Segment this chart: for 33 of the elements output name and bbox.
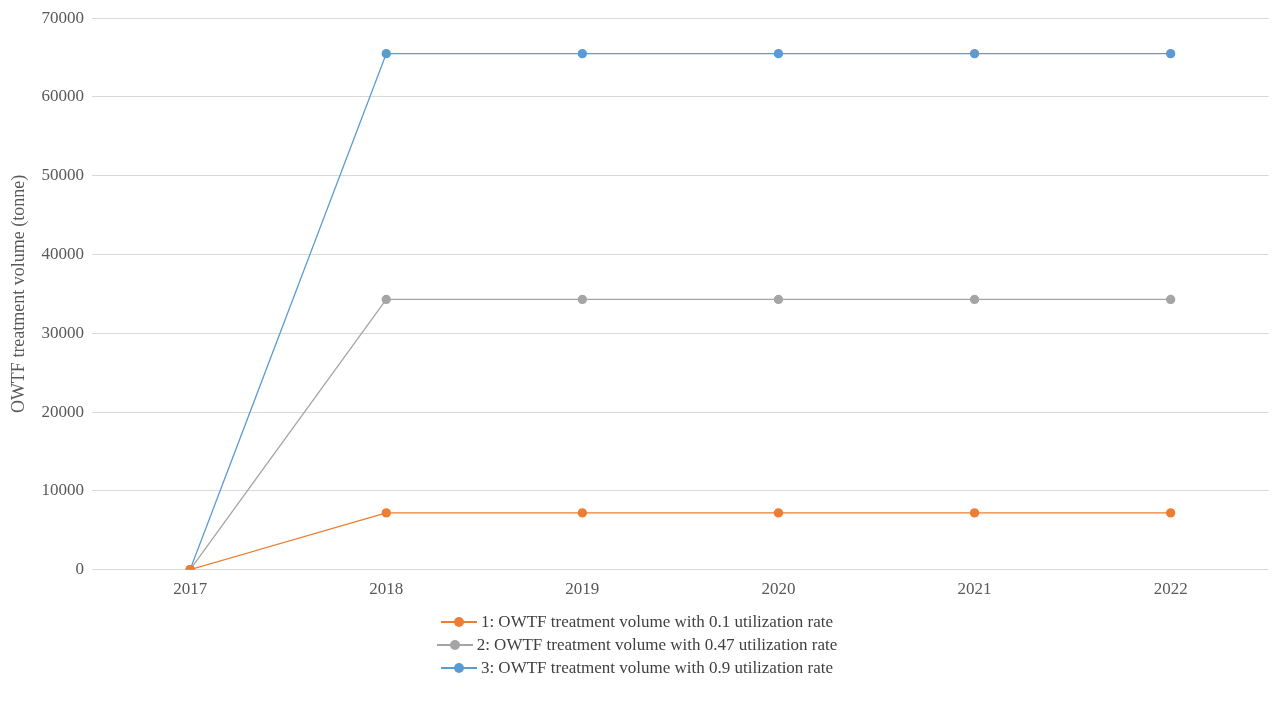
point bbox=[577, 508, 587, 518]
legend-label: 2: OWTF treatment volume with 0.47 utilization rate bbox=[476, 634, 838, 655]
y-tick-label: 20000 bbox=[41, 401, 85, 421]
point bbox=[969, 49, 980, 59]
point bbox=[969, 508, 980, 518]
y-tick-label: 70000 bbox=[41, 7, 85, 27]
legend-label: 3: OWTF treatment volume with 0.9 utilization rate bbox=[480, 657, 834, 678]
x-tick-label: 2019 bbox=[565, 579, 600, 599]
point bbox=[1166, 49, 1176, 59]
y-tick-label: 10000 bbox=[41, 480, 85, 500]
legend-label: 1: OWTF treatment volume with 0.1 utilization rate bbox=[480, 611, 834, 632]
y-tick-label: 50000 bbox=[41, 165, 85, 185]
y-tick-label: 60000 bbox=[41, 86, 85, 106]
x-tick-label: 2020 bbox=[761, 579, 796, 599]
point bbox=[773, 508, 784, 518]
point bbox=[577, 294, 587, 305]
x-tick-label: 2021 bbox=[957, 579, 992, 599]
x-tick-label: 2017 bbox=[173, 579, 208, 599]
point bbox=[1166, 508, 1176, 518]
y-tick-label: 30000 bbox=[41, 322, 85, 342]
point bbox=[969, 294, 980, 305]
point bbox=[381, 49, 391, 59]
y-tick-label: 0 bbox=[75, 559, 85, 579]
point bbox=[577, 49, 587, 59]
point bbox=[381, 508, 391, 518]
point bbox=[381, 294, 391, 305]
x-tick-label: 2022 bbox=[1153, 579, 1188, 599]
y-tick-label: 40000 bbox=[41, 243, 85, 263]
point bbox=[1166, 294, 1176, 305]
point bbox=[773, 49, 784, 59]
point bbox=[773, 294, 784, 305]
x-tick-label: 2018 bbox=[369, 579, 404, 599]
y-axis-title: OWTF treatment volume (tonne) bbox=[7, 174, 29, 414]
